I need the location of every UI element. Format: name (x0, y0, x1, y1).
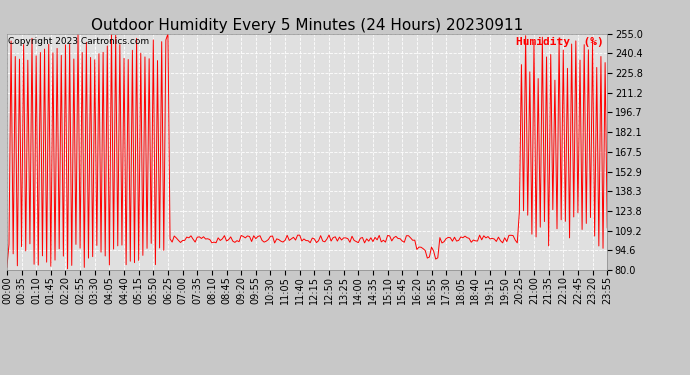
Title: Outdoor Humidity Every 5 Minutes (24 Hours) 20230911: Outdoor Humidity Every 5 Minutes (24 Hou… (91, 18, 523, 33)
Text: Copyright 2023 Cartronics.com: Copyright 2023 Cartronics.com (8, 37, 149, 46)
Text: Humidity  (%): Humidity (%) (516, 37, 604, 47)
